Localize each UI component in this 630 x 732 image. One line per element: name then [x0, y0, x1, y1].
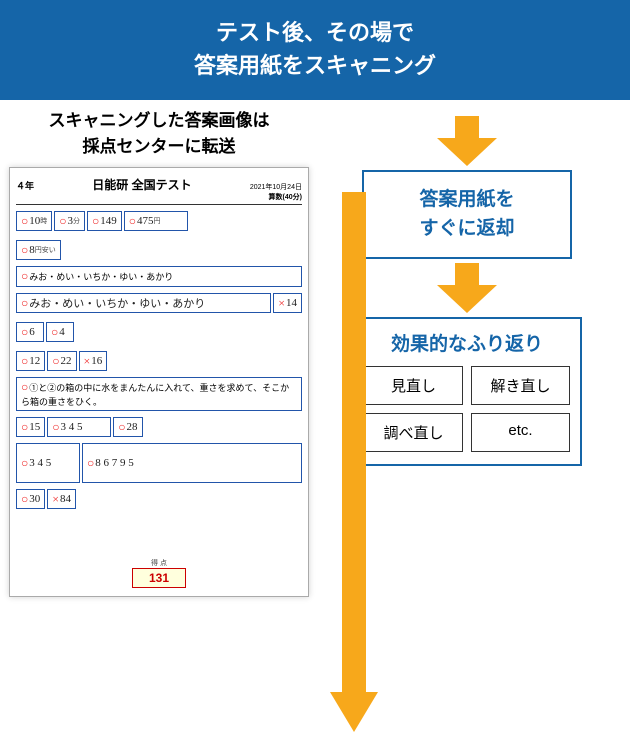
scan-grade: ４年 [16, 179, 34, 192]
scan-row-4: ○12 ○22 ×16 [16, 348, 302, 374]
left-caption: スキャニングした答案画像は 採点センターに転送 [4, 108, 314, 159]
left-column: スキャニングした答案画像は 採点センターに転送 ４年 日能研 全国テスト 202… [0, 100, 320, 655]
review-grid: 見直し 解き直し 調べ直し etc. [364, 366, 570, 452]
review-title: 効果的なふり返り [364, 329, 570, 356]
top-banner: テスト後、その場で 答案用紙をスキャニング [0, 0, 630, 100]
banner-line2: 答案用紙をスキャニング [0, 49, 630, 82]
scanned-sheet: ４年 日能研 全国テスト 2021年10月24日 算数(40分) ○10時 ○3… [9, 167, 309, 597]
scan-row-5: ○15 ○3 4 5 ○28 [16, 414, 302, 440]
left-caption-line2: 採点センターに転送 [4, 134, 314, 160]
return-line2: すぐに返却 [378, 215, 556, 244]
review-cell-0: 見直し [364, 366, 463, 405]
scan-names-1: ○みお・めい・いちか・ゆい・あかり [16, 266, 302, 287]
arrow-down-2 [437, 263, 497, 313]
scan-subject: 2021年10月24日 算数(40分) [250, 182, 302, 202]
main-area: スキャニングした答案画像は 採点センターに転送 ４年 日能研 全国テスト 202… [0, 100, 630, 655]
scan-longtext: ○①と②の箱の中に水をまんたんに入れて、重さを求めて、そこから箱の重さをひく。 [16, 377, 302, 411]
long-down-arrow [330, 192, 378, 732]
return-box: 答案用紙を すぐに返却 [362, 170, 572, 259]
arrow-down-1 [437, 116, 497, 166]
review-cell-1: 解き直し [471, 366, 570, 405]
review-cell-3: etc. [471, 413, 570, 452]
review-cell-2: 調べ直し [364, 413, 463, 452]
left-caption-line1: スキャニングした答案画像は [4, 108, 314, 134]
scan-row-7: ○30 ×84 [16, 486, 302, 512]
scan-row-3: ○6 ○4 [16, 319, 302, 345]
scan-names-2: ○みお・めい・いちか・ゆい・あかり ×14 [16, 290, 302, 316]
score-label: 得 点 [10, 558, 308, 568]
scan-header: ４年 日能研 全国テスト 2021年10月24日 算数(40分) [16, 176, 302, 205]
return-line1: 答案用紙を [378, 186, 556, 215]
review-box: 効果的なふり返り 見直し 解き直し 調べ直し etc. [352, 317, 582, 466]
scan-row-2: ○8円安い [16, 237, 302, 263]
scan-title: 日能研 全国テスト [92, 176, 191, 193]
scan-row-1: ○10時 ○3分 ○149 ○475円 [16, 208, 302, 234]
score-value: 131 [132, 568, 186, 588]
scan-row-6: ○3 4 5 ○8 6 7 9 5 [16, 443, 302, 483]
banner-line1: テスト後、その場で [0, 16, 630, 49]
scan-score-area: 得 点 131 [10, 558, 308, 588]
